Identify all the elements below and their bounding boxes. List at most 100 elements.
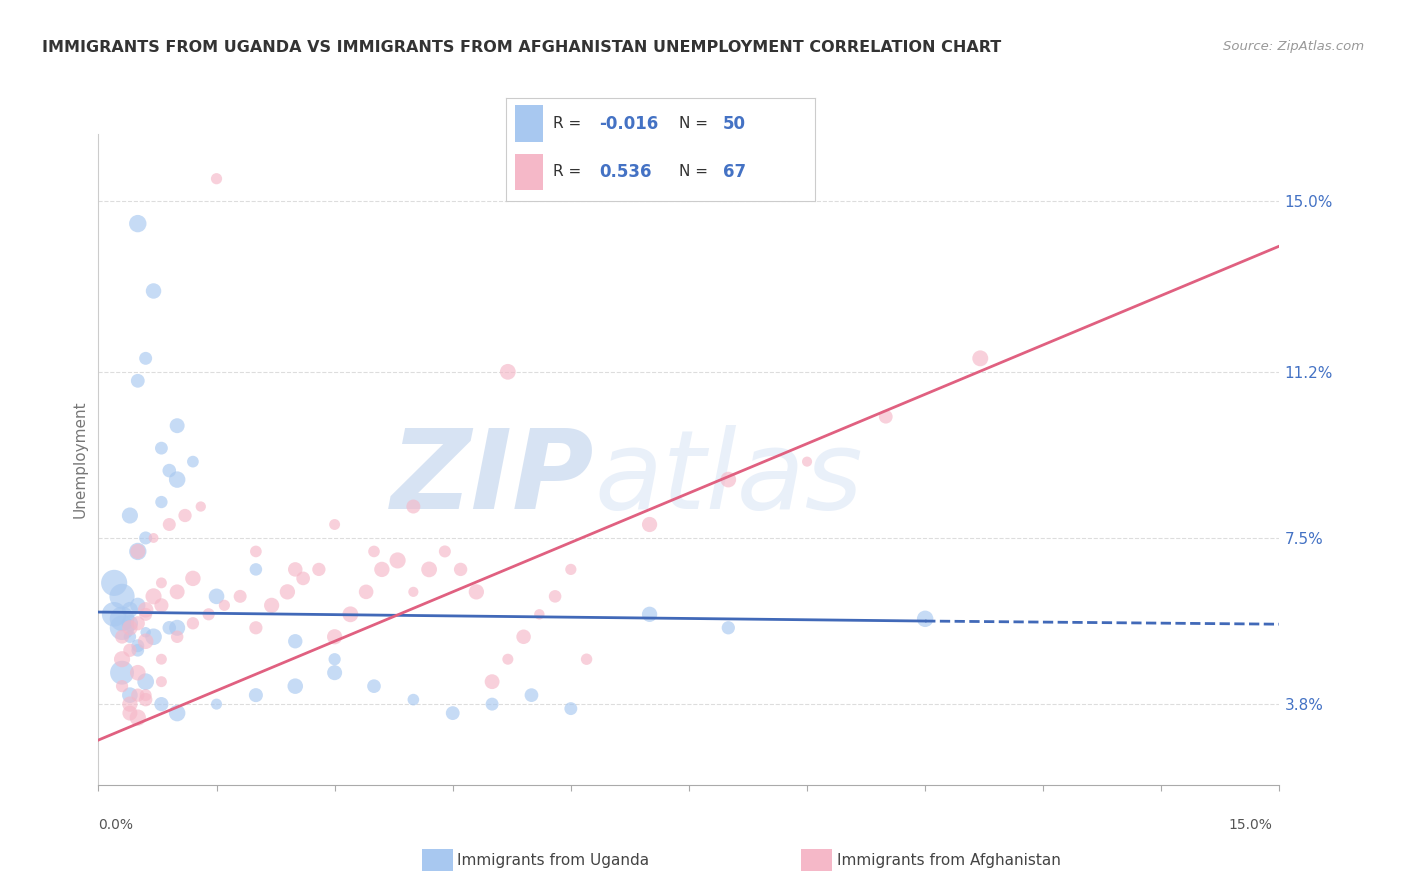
Point bbox=[150, 575, 173, 590]
Point bbox=[245, 621, 267, 635]
Point bbox=[284, 634, 307, 648]
Point bbox=[150, 697, 173, 711]
Point bbox=[245, 544, 267, 558]
Point bbox=[135, 625, 157, 640]
Point bbox=[166, 706, 188, 720]
Point bbox=[717, 621, 740, 635]
Point bbox=[197, 607, 219, 622]
Point bbox=[969, 351, 991, 366]
Point bbox=[512, 630, 534, 644]
Point bbox=[157, 464, 180, 478]
Point bbox=[441, 706, 464, 720]
Point bbox=[111, 665, 134, 680]
Text: Immigrants from Afghanistan: Immigrants from Afghanistan bbox=[837, 854, 1060, 868]
Point bbox=[142, 630, 165, 644]
Point bbox=[111, 652, 134, 666]
Point bbox=[181, 455, 204, 469]
Point bbox=[638, 517, 661, 532]
Point bbox=[111, 590, 134, 604]
Point bbox=[174, 508, 197, 523]
Point bbox=[205, 697, 228, 711]
Point bbox=[111, 621, 134, 635]
Point bbox=[127, 639, 149, 653]
Point bbox=[245, 688, 267, 702]
Point bbox=[339, 607, 361, 622]
Point bbox=[323, 665, 346, 680]
Point bbox=[875, 409, 897, 424]
Text: Source: ZipAtlas.com: Source: ZipAtlas.com bbox=[1223, 40, 1364, 54]
Point bbox=[118, 630, 141, 644]
Point bbox=[717, 473, 740, 487]
Point bbox=[166, 473, 188, 487]
Point bbox=[796, 455, 818, 469]
Point bbox=[142, 531, 165, 545]
Point bbox=[135, 692, 157, 706]
Point bbox=[111, 679, 134, 693]
Point bbox=[229, 590, 252, 604]
Point bbox=[127, 616, 149, 631]
Point bbox=[127, 710, 149, 724]
Point bbox=[560, 562, 582, 576]
Point bbox=[190, 500, 212, 514]
Text: R =: R = bbox=[553, 164, 586, 179]
Text: Immigrants from Uganda: Immigrants from Uganda bbox=[457, 854, 650, 868]
Point bbox=[103, 607, 125, 622]
Point bbox=[363, 679, 385, 693]
Point bbox=[418, 562, 440, 576]
Text: 50: 50 bbox=[723, 115, 745, 133]
Point bbox=[914, 612, 936, 626]
Point bbox=[142, 590, 165, 604]
Point bbox=[481, 674, 503, 689]
Bar bbox=[516, 153, 543, 190]
Text: N =: N = bbox=[679, 164, 713, 179]
Point bbox=[135, 603, 157, 617]
Point bbox=[284, 562, 307, 576]
Point bbox=[111, 630, 134, 644]
Point bbox=[135, 607, 157, 622]
Point bbox=[496, 365, 519, 379]
Point bbox=[450, 562, 472, 576]
Point bbox=[150, 441, 173, 455]
Point bbox=[127, 544, 149, 558]
Point bbox=[127, 374, 149, 388]
Point bbox=[150, 495, 173, 509]
Point bbox=[118, 603, 141, 617]
Point bbox=[127, 217, 149, 231]
Point bbox=[135, 351, 157, 366]
Point bbox=[354, 585, 377, 599]
Point bbox=[127, 643, 149, 657]
Y-axis label: Unemployment: Unemployment bbox=[72, 401, 87, 518]
Point bbox=[166, 585, 188, 599]
Point bbox=[127, 544, 149, 558]
Point bbox=[402, 500, 425, 514]
Point bbox=[157, 621, 180, 635]
Point bbox=[150, 674, 173, 689]
Point bbox=[118, 616, 141, 631]
Point bbox=[205, 590, 228, 604]
Text: 67: 67 bbox=[723, 163, 745, 181]
Text: ZIP: ZIP bbox=[391, 425, 595, 533]
Point bbox=[323, 517, 346, 532]
Point bbox=[111, 612, 134, 626]
Text: 0.536: 0.536 bbox=[599, 163, 651, 181]
Point bbox=[127, 688, 149, 702]
Point bbox=[103, 575, 125, 590]
Bar bbox=[516, 105, 543, 142]
Point bbox=[276, 585, 298, 599]
Point bbox=[118, 697, 141, 711]
Point bbox=[150, 599, 173, 613]
Point bbox=[387, 553, 409, 567]
Point bbox=[323, 630, 346, 644]
Text: 0.0%: 0.0% bbox=[98, 818, 134, 832]
Point bbox=[465, 585, 488, 599]
Point bbox=[205, 171, 228, 186]
Point bbox=[135, 634, 157, 648]
Point bbox=[529, 607, 551, 622]
Point bbox=[284, 679, 307, 693]
Point bbox=[496, 652, 519, 666]
Point bbox=[118, 643, 141, 657]
Point bbox=[292, 571, 315, 585]
Point bbox=[214, 599, 236, 613]
Text: R =: R = bbox=[553, 116, 586, 131]
Text: IMMIGRANTS FROM UGANDA VS IMMIGRANTS FROM AFGHANISTAN UNEMPLOYMENT CORRELATION C: IMMIGRANTS FROM UGANDA VS IMMIGRANTS FRO… bbox=[42, 40, 1001, 55]
